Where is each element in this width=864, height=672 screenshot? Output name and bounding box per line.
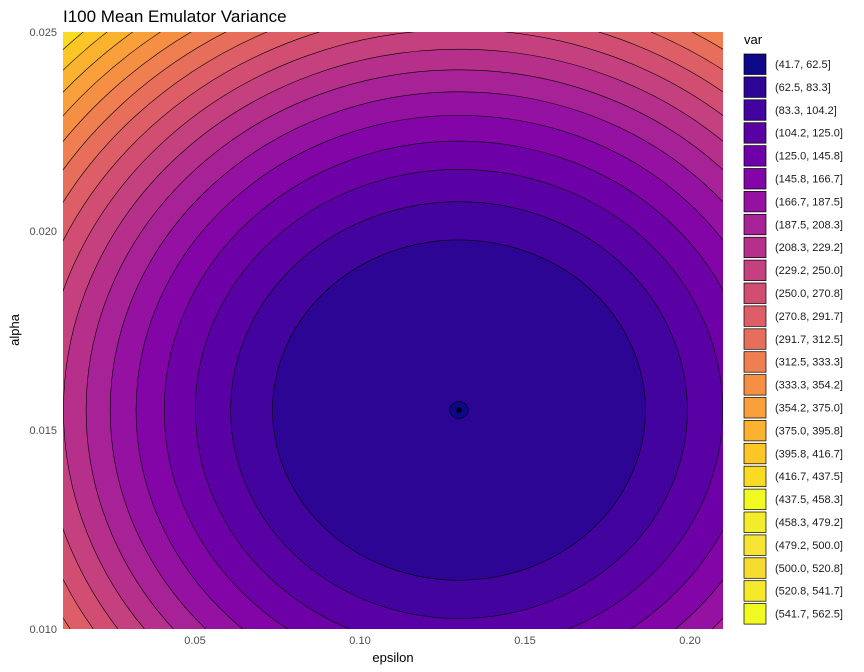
x-tick-label: 0.15 [514,635,535,647]
legend-key [743,374,767,396]
legend-key [743,305,767,327]
minimum-point [456,407,462,413]
y-axis-title: alpha [7,313,22,346]
legend-key [743,99,767,121]
legend-label: (62.5, 83.3] [775,82,831,94]
legend-key [743,282,767,304]
legend-key [743,168,767,190]
legend-label: (375.0, 395.8] [775,425,843,437]
legend-key [743,236,767,259]
x-tick-label: 0.05 [184,635,205,647]
legend-label: (416.7, 437.5] [775,471,843,483]
legend: var (41.7, 62.5] (62.5, 83.3] (83.3, 104.2… [743,32,843,625]
y-axis: 0.010 0.015 0.020 0.025 [29,27,57,636]
legend-key [743,351,767,373]
chart-title: I100 Mean Emulator Variance [63,7,287,26]
legend-label: (250.0, 270.8] [775,288,843,300]
legend-label: (541.7, 562.5] [775,609,843,621]
y-tick-label: 0.010 [29,624,57,636]
legend-title: var [744,32,763,47]
x-axis-title: epsilon [372,650,413,665]
legend-label: (479.2, 500.0] [775,540,843,552]
y-tick-label: 0.025 [29,27,57,39]
legend-label: (458.3, 479.2] [775,517,843,529]
legend-label: (395.8, 416.7] [775,448,843,460]
legend-key [743,488,767,510]
y-tick-label: 0.020 [29,226,57,238]
legend-key [743,557,767,579]
x-axis: 0.05 0.10 0.15 0.20 [184,635,700,647]
legend-key [743,122,767,144]
legend-key [743,259,767,281]
legend-label: (166.7, 187.5] [775,196,843,208]
legend-label: (229.2, 250.0] [775,265,843,277]
legend-label: (145.8, 166.7] [775,174,843,186]
legend-label: (500.0, 520.8] [775,563,843,575]
legend-key [743,76,767,98]
legend-key [743,328,767,350]
legend-label: (125.0, 145.8] [775,151,843,163]
legend-label: (437.5, 458.3] [775,494,843,506]
legend-key [743,145,767,167]
legend-label: (270.8, 291.7] [775,311,843,323]
legend-key [743,580,767,602]
legend-key [743,191,767,213]
legend-label: (291.7, 312.5] [775,334,843,346]
legend-label: (354.2, 375.0] [775,403,843,415]
y-tick-label: 0.015 [29,425,57,437]
legend-label: (520.8, 541.7] [775,586,843,598]
legend-label: (333.3, 354.2] [775,380,843,392]
legend-label: (83.3, 104.2] [775,105,837,117]
legend-key [743,465,767,488]
legend-label: (187.5, 208.3] [775,219,843,231]
x-tick-label: 0.10 [349,635,370,647]
legend-key [743,53,767,75]
legend-key [743,213,767,236]
legend-key [743,511,767,533]
legend-label: (104.2, 125.0] [775,128,843,140]
legend-key [743,397,767,419]
legend-label: (41.7, 62.5] [775,59,831,71]
x-tick-label: 0.20 [679,635,700,647]
legend-label: (312.5, 333.3] [775,357,843,369]
legend-key [743,534,767,556]
legend-key [743,603,767,625]
legend-label: (208.3, 229.2] [775,242,843,254]
legend-key [743,442,767,465]
legend-key [743,420,767,442]
